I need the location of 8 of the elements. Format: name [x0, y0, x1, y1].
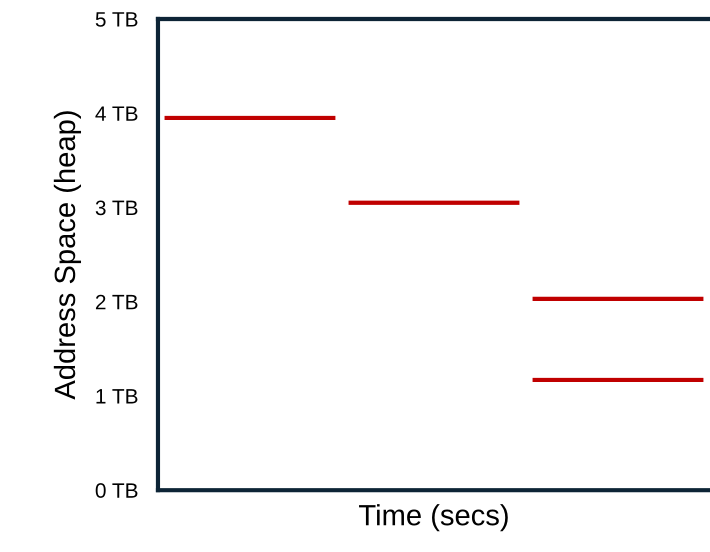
- y-tick-label: 0 TB: [96, 483, 138, 498]
- y-axis-title: Address Space (heap): [54, 111, 82, 400]
- y-tick-label: 3 TB: [96, 200, 138, 216]
- y-tick-label: 2 TB: [96, 294, 138, 310]
- y-tick-label: 4 TB: [95, 106, 138, 121]
- y-tick-label: 5 TB: [96, 12, 138, 27]
- x-axis-title: Time (secs): [359, 504, 508, 532]
- y-tick-label: 1 TB: [96, 389, 138, 404]
